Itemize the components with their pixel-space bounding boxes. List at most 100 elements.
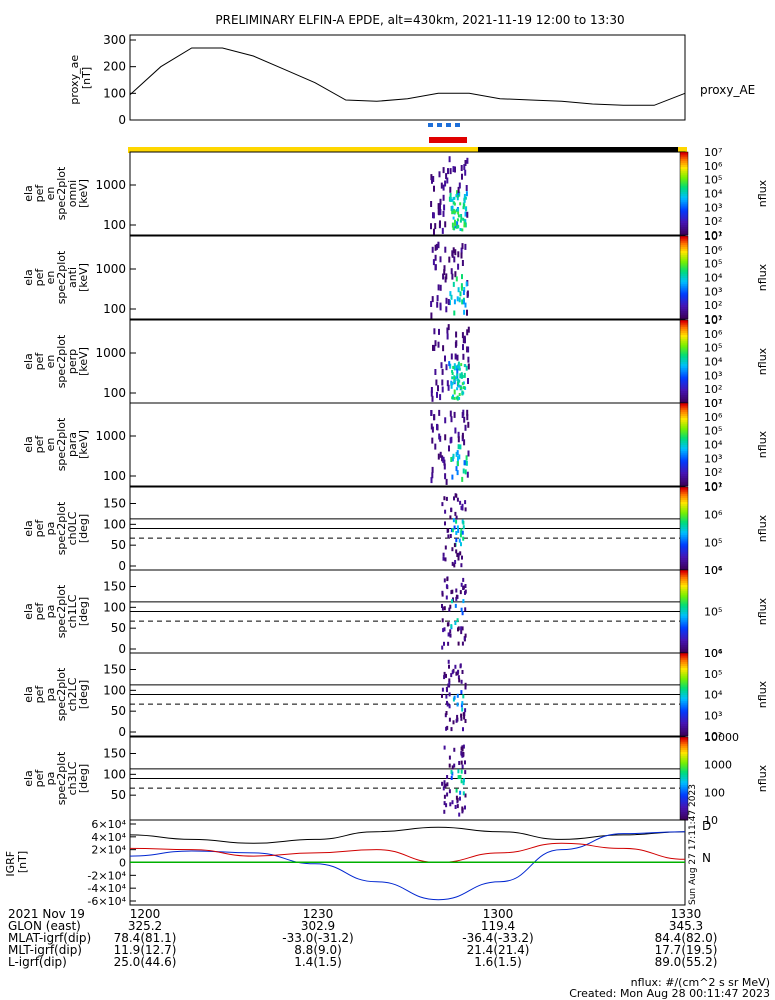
colorbar-cell (680, 646, 688, 650)
spectrogram-pixel (450, 268, 453, 275)
pa-ytick-label: 150 (103, 747, 126, 761)
colorbar-cell (680, 648, 688, 652)
colorbar-cell (680, 684, 688, 687)
pa-spectrogram-pixel (464, 685, 467, 690)
spectrogram-pixel (449, 291, 452, 297)
colorbar-cell (680, 355, 688, 358)
pa-spectrogram-pixel (455, 549, 458, 554)
pa-spectrogram-pixel (441, 502, 444, 507)
panel-ylabel-line: spec2plot (55, 584, 68, 638)
colorbar-cell (680, 696, 688, 700)
spectrogram-pixel (461, 412, 464, 418)
pa-spectrogram-pixel (462, 525, 465, 530)
energy-panel-anti: 1001000elapefenspec2plotanti[keV]10¹10²1… (22, 230, 769, 326)
footer-ephemeris: 2021 Nov 19 1200 1230 1300 1330 GLON (east) 32… (8, 907, 717, 969)
pa-spectrogram-pixel (441, 604, 443, 608)
colorbar-cell (680, 690, 688, 693)
pa-spectrogram-pixel (455, 596, 458, 601)
pa-spectrogram-pixel (442, 556, 445, 561)
spectrogram-pixel (456, 354, 459, 361)
panel-ylabel-line: ela (22, 353, 35, 370)
colorbar-cell (680, 411, 688, 414)
colorbar-tick-label: 10⁴ (704, 356, 723, 369)
spectrogram-pixel (445, 273, 448, 280)
pa-spectrogram-pixel (456, 797, 459, 802)
igrf-label-n: N (702, 851, 711, 865)
colorbar-cell (680, 799, 688, 802)
pa-spectrogram-pixel (446, 622, 449, 627)
science-markers (428, 123, 467, 143)
pa-spectrogram-pixel (451, 670, 454, 675)
colorbar-cell (680, 365, 688, 369)
spectrogram-pixel (457, 214, 460, 218)
colorbar-label: nflux (756, 764, 769, 792)
colorbar-cell (680, 623, 688, 627)
panel-ylabel-line: pef (33, 685, 46, 704)
colorbar-cell (680, 611, 688, 615)
spectrogram-pixel (432, 344, 434, 351)
colorbar-cell (680, 559, 688, 563)
spectrogram-pixel (465, 455, 468, 461)
colorbar-cell (680, 505, 688, 509)
spectrogram-pixel (454, 341, 457, 348)
spectrogram-pixel (464, 469, 467, 475)
spectrogram-pixel (438, 328, 440, 335)
panel-ylabel-line: ela (22, 603, 35, 620)
pa-spectrogram-pixel (446, 782, 449, 787)
pa-spectrogram-pixel (455, 515, 458, 520)
colorbar-cell (680, 359, 688, 362)
pa-ytick-label: 50 (111, 788, 126, 802)
colorbar-tick-label: 10⁷ (704, 146, 722, 159)
colorbar-cell (680, 471, 688, 475)
panel-ylabel-line: [keV] (77, 430, 90, 459)
colorbar-cell (680, 294, 688, 297)
ae-side-label: proxy_AE (700, 83, 755, 97)
spectrogram-pixel (461, 382, 464, 386)
colorbar-cell (680, 176, 688, 180)
spectrogram-pixel (453, 196, 456, 200)
spectrogram-pixel (460, 285, 463, 291)
spectrogram-pixel (456, 450, 459, 456)
spectrogram-pixel (455, 194, 458, 198)
spectrogram-pixel (456, 470, 459, 476)
colorbar-cell (680, 338, 688, 342)
spectrogram-pixel (461, 274, 463, 280)
pa-spectrogram-pixel (461, 701, 464, 706)
colorbar-cell (680, 448, 688, 452)
panel-ylabel-line: ch2LC (66, 677, 79, 711)
colorbar-tick-label: 10⁴ (704, 647, 723, 660)
spectrogram-pixel (442, 184, 445, 191)
pa-spectrogram-pixel (462, 781, 465, 786)
colorbar-cell (680, 570, 688, 573)
spectrogram-pixel (462, 381, 465, 385)
panel-ylabel-line: pa (44, 522, 57, 536)
footer-cell: GLON (east) (8, 919, 81, 933)
spectrogram-pixel (451, 372, 454, 375)
colorbar-cell (680, 238, 688, 241)
colorbar-cell (680, 262, 688, 266)
colorbar-cell (680, 400, 688, 404)
pa-spectrogram-pixel (460, 769, 463, 774)
colorbar-cell (680, 700, 688, 704)
pa-spectrogram-pixel (460, 690, 463, 695)
pa-spectrogram-pixel (462, 585, 465, 590)
spectrogram-pixel (460, 372, 463, 376)
pa-spectrogram-pixel (453, 747, 456, 752)
spectrogram-pixel (464, 219, 467, 223)
colorbar-cell (680, 380, 688, 383)
pa-spectrogram-pixel (443, 627, 446, 632)
panel-ylabel-line: spec2plot (55, 250, 68, 304)
colorbar-cell (680, 615, 688, 619)
colorbar-cell (680, 152, 688, 155)
spectrogram-pixel (431, 426, 434, 433)
colorbar-cell (680, 477, 688, 481)
spectrogram-pixel (430, 477, 433, 484)
colorbar-cell (680, 528, 688, 532)
colorbar-cell (680, 763, 688, 767)
colorbar-tick-label: 10¹ (704, 480, 722, 493)
spectrogram-pixel (453, 389, 456, 395)
spectrogram-pixel (463, 439, 466, 446)
spectrogram-pixel (441, 227, 444, 234)
spectrogram-pixel (447, 324, 450, 331)
colorbar-cell (680, 218, 688, 221)
